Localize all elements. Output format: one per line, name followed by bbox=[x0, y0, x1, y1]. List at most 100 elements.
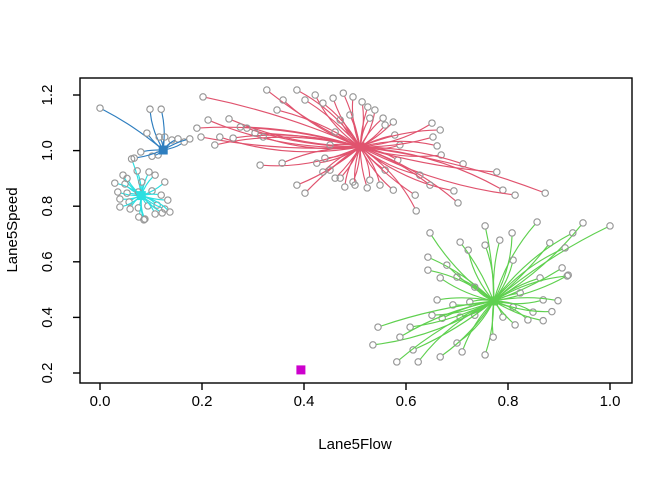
data-point-circle bbox=[137, 148, 145, 156]
data-point-circle bbox=[471, 283, 479, 291]
data-point-circle bbox=[216, 133, 224, 141]
data-point-circle bbox=[458, 348, 466, 356]
data-point-circle bbox=[145, 168, 153, 176]
data-point-circle bbox=[293, 86, 301, 94]
data-point-circle bbox=[146, 105, 154, 113]
data-point-circle bbox=[436, 353, 444, 361]
cluster-series bbox=[96, 86, 614, 375]
data-point-circle bbox=[158, 209, 166, 217]
data-point-circle bbox=[466, 298, 474, 306]
y-tick-label: 0.4 bbox=[39, 307, 56, 328]
data-point-circle bbox=[301, 189, 309, 197]
data-point-circle bbox=[204, 116, 212, 124]
data-point-circle bbox=[358, 98, 366, 106]
data-point-circle bbox=[166, 208, 174, 216]
cluster-green-link bbox=[442, 300, 495, 356]
data-point-circle bbox=[539, 316, 547, 325]
data-point-circle bbox=[225, 115, 233, 123]
data-point-circle bbox=[464, 246, 472, 254]
data-point-circle bbox=[426, 229, 434, 237]
data-point-circle bbox=[164, 196, 172, 204]
y-axis-ticks: 0.2 0.4 0.6 0.8 1.0 1.2 bbox=[39, 85, 80, 383]
data-point-circle bbox=[293, 181, 301, 189]
data-point-circle bbox=[138, 178, 146, 186]
centroid-red bbox=[355, 142, 365, 152]
y-tick-label: 1.0 bbox=[39, 140, 56, 161]
centroid-green bbox=[489, 296, 499, 306]
data-point-circle bbox=[229, 134, 237, 142]
data-point-circle bbox=[157, 191, 165, 199]
data-point-circle bbox=[548, 307, 556, 316]
data-point-circle bbox=[558, 264, 566, 272]
cluster-red bbox=[193, 86, 549, 215]
cluster-green-link bbox=[493, 233, 571, 302]
cluster-green-link bbox=[415, 300, 495, 350]
data-point-circle bbox=[197, 133, 205, 141]
data-point-circle bbox=[428, 119, 436, 127]
data-point-circle bbox=[381, 121, 389, 129]
data-point-circle bbox=[313, 159, 321, 167]
data-point-circle bbox=[126, 205, 134, 213]
x-axis-title: Lane5Flow bbox=[318, 436, 392, 453]
data-point-circle bbox=[211, 141, 219, 149]
cluster-green-link bbox=[493, 297, 555, 302]
data-point-circle bbox=[336, 116, 344, 124]
data-point-circle bbox=[329, 94, 337, 102]
data-point-circle bbox=[424, 266, 432, 274]
cluster-red-link bbox=[359, 140, 434, 148]
data-point-circle bbox=[161, 178, 169, 186]
data-point-circle bbox=[554, 296, 562, 305]
data-point-circle bbox=[349, 93, 357, 101]
cluster-red-link bbox=[360, 124, 430, 148]
data-point-circle bbox=[453, 339, 461, 347]
data-point-circle bbox=[433, 296, 441, 304]
data-point-circle bbox=[389, 118, 398, 126]
x-tick-label: 1.0 bbox=[600, 393, 621, 410]
data-point-circle bbox=[114, 188, 122, 196]
data-point-circle bbox=[374, 323, 382, 331]
data-point-circle bbox=[243, 124, 251, 132]
data-point-circle bbox=[259, 133, 267, 141]
data-point-circle bbox=[379, 114, 387, 122]
data-point-circle bbox=[412, 207, 420, 215]
data-point-circle bbox=[321, 154, 329, 162]
data-point-circle bbox=[123, 189, 131, 197]
cluster-green-link bbox=[402, 300, 494, 336]
data-point-circle bbox=[516, 289, 524, 297]
data-point-circle bbox=[364, 103, 372, 111]
data-point-circle bbox=[429, 133, 437, 141]
x-tick-label: 0.6 bbox=[396, 393, 417, 410]
data-point-circle bbox=[319, 168, 327, 176]
data-point-circle bbox=[499, 186, 507, 194]
data-point-circle bbox=[533, 218, 541, 226]
data-point-circle bbox=[366, 114, 374, 122]
data-point-circle bbox=[454, 199, 462, 207]
plot-frame bbox=[79, 77, 633, 384]
cluster-red-link bbox=[359, 146, 512, 196]
data-point-circle bbox=[369, 341, 377, 349]
cluster-red-link bbox=[360, 146, 461, 164]
data-point-circle bbox=[569, 229, 577, 237]
data-point-circle bbox=[331, 174, 339, 182]
cluster-green bbox=[369, 218, 614, 366]
data-point-circle bbox=[273, 106, 281, 114]
cluster-red-link bbox=[359, 129, 437, 148]
data-point-circle bbox=[606, 222, 614, 230]
data-point-circle bbox=[157, 105, 165, 113]
data-point-circle bbox=[437, 151, 445, 159]
data-point-circle bbox=[539, 296, 547, 304]
data-point-circle bbox=[511, 321, 519, 329]
data-point-circle bbox=[508, 229, 516, 237]
data-point-circle bbox=[133, 167, 141, 175]
cluster-red-link bbox=[222, 137, 361, 153]
data-point-circle bbox=[111, 179, 119, 187]
data-point-circle bbox=[130, 154, 138, 162]
data-point-circle bbox=[389, 186, 398, 194]
cluster-green-link bbox=[399, 300, 494, 361]
data-point-circle bbox=[481, 351, 489, 359]
cluster-red-link bbox=[359, 146, 428, 184]
data-point-circle bbox=[339, 89, 348, 97]
data-point-circle bbox=[450, 187, 458, 195]
cluster-green-link bbox=[376, 300, 495, 346]
